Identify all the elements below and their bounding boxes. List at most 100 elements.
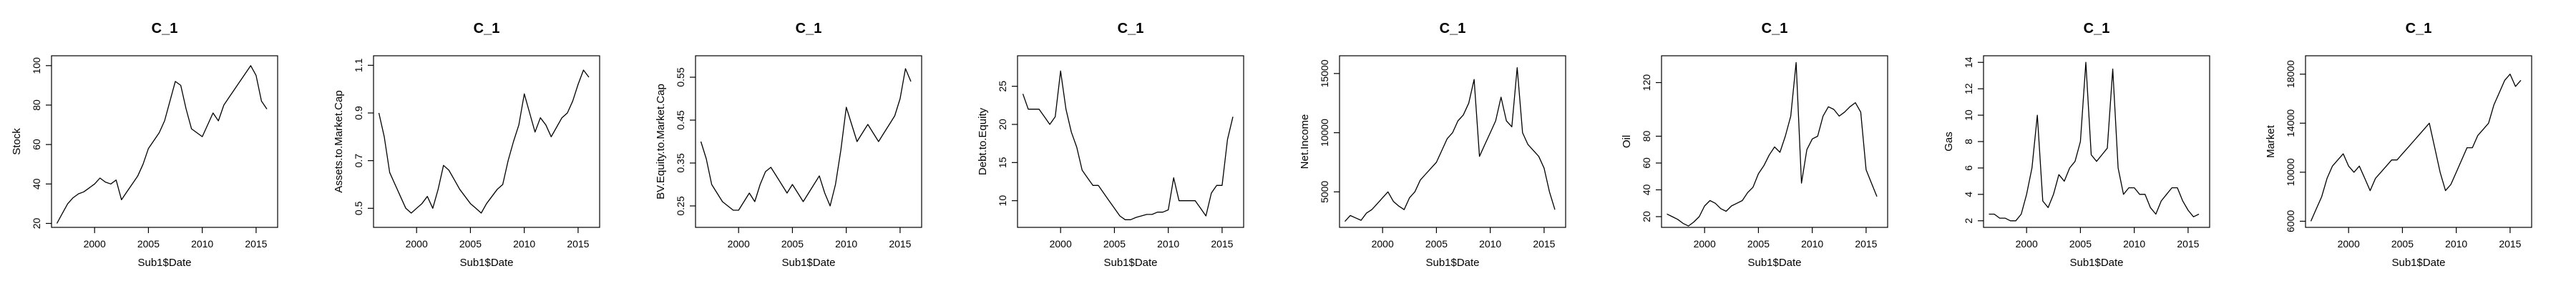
x-tick-label: 2005 [2391,238,2414,250]
x-axis-label: Sub1$Date [459,257,513,269]
x-axis-label: Sub1$Date [2391,257,2445,269]
y-tick-label: 10000 [1319,119,1330,147]
x-tick-label: 2015 [889,238,911,250]
y-tick-label: 18000 [2285,60,2296,88]
y-tick-label: 1.1 [353,58,364,72]
x-tick-label: 2000 [728,238,750,250]
x-tick-label: 2000 [84,238,106,250]
y-tick-label: 0.45 [675,110,686,129]
y-axis-label: Net.Income [1299,114,1311,169]
x-tick-label: 2005 [137,238,160,250]
y-tick-label: 25 [997,81,1008,92]
y-tick-label: 15 [997,157,1008,168]
y-tick-label: 0.35 [675,153,686,172]
chart-panel-2: C_1 2000 2005 2010 2015 0.5 0.7 0.9 1.1 Sub1$Date… [333,21,600,269]
plot-frame [1339,55,1566,228]
chart-panel-4: C_1 2000 2005 2010 2015 10 15 20 25 Sub1$Date Debt… [977,21,1244,269]
y-tick-label: 12 [1963,83,1974,94]
y-tick-label: 5000 [1319,181,1330,203]
plot-frame [2305,55,2532,228]
y-tick-label: 0.7 [353,154,364,168]
series-line [56,65,268,224]
y-tick-label: 8 [1963,139,1974,144]
x-tick-label: 2010 [513,238,535,250]
x-tick-label: 2005 [459,238,482,250]
plot-frame [51,55,278,228]
x-tick-label: 2000 [2016,238,2038,250]
y-axis-label: Stock [11,128,23,155]
x-tick-label: 2015 [1533,238,1555,250]
y-tick-label: 20 [997,119,1008,130]
x-axis-label: Sub1$Date [137,257,191,269]
y-tick-label: 4 [1963,192,1974,197]
chart-panel-7: C_1 2000 2005 2010 2015 2 4 6 8 10 12 14 Sub1$Date Ga… [1943,21,2210,269]
x-axis-label: Sub1$Date [781,257,835,269]
plot-frame [695,55,922,228]
y-tick-label: 120 [1641,74,1652,92]
x-tick-label: 2000 [1372,238,1394,250]
x-tick-label: 2000 [1694,238,1716,250]
y-tick-label: 14 [1963,56,1974,68]
plot-frame [1017,55,1244,228]
plot-frame [373,55,600,228]
chart-title: C_1 [1440,21,1466,36]
y-tick-label: 80 [1641,131,1652,142]
chart-title: C_1 [1118,21,1144,36]
x-tick-label: 2005 [781,238,804,250]
x-tick-label: 2015 [567,238,589,250]
series-line [378,69,590,214]
y-axis-label: Gas [1943,132,1955,152]
plot-frame [1661,55,1888,228]
x-tick-label: 2000 [2338,238,2360,250]
chart-panel-5: C_1 2000 2005 2010 2015 5000 10000 15000 Sub1$Da… [1299,21,1566,269]
chart-panel-3: C_1 2000 2005 2010 2015 0.25 0.35 0.45 0.55 Sub1$… [655,21,922,269]
y-tick-label: 10000 [2285,158,2296,186]
x-tick-label: 2010 [2123,238,2145,250]
x-axis-label: Sub1$Date [1425,257,1479,269]
y-tick-label: 40 [31,178,42,189]
chart-title: C_1 [152,21,178,36]
y-tick-label: 40 [1641,184,1652,196]
x-tick-label: 2005 [1103,238,1126,250]
x-tick-label: 2000 [406,238,428,250]
y-tick-label: 2 [1963,218,1974,224]
y-tick-label: 14000 [2285,109,2296,137]
y-tick-label: 6000 [2285,210,2296,232]
x-tick-label: 2005 [1425,238,1448,250]
x-tick-label: 2015 [1855,238,1877,250]
x-tick-label: 2000 [1050,238,1072,250]
y-tick-label: 100 [31,57,42,74]
x-tick-label: 2005 [2069,238,2092,250]
series-line [1022,70,1234,220]
y-tick-label: 60 [1641,157,1652,169]
series-line [1989,61,2200,222]
series-line [1667,61,1878,227]
x-tick-label: 2010 [835,238,857,250]
x-tick-label: 2010 [1157,238,1179,250]
chart-title: C_1 [796,21,822,36]
y-axis-label: Assets.to.Market.Cap [333,90,345,192]
x-tick-label: 2015 [1211,238,1233,250]
series-line [700,68,912,211]
chart-title: C_1 [474,21,500,36]
x-tick-label: 2010 [191,238,213,250]
series-line [2310,74,2522,222]
x-axis-label: Sub1$Date [2069,257,2123,269]
x-tick-label: 2010 [1801,238,1823,250]
plot-frame [1983,55,2210,228]
series-line [1345,66,1556,222]
y-tick-label: 20 [1641,211,1652,222]
x-tick-label: 2010 [1479,238,1501,250]
x-axis-label: Sub1$Date [1747,257,1801,269]
y-tick-label: 0.55 [675,67,686,87]
x-tick-label: 2015 [2499,238,2521,250]
y-tick-label: 80 [31,99,42,111]
x-tick-label: 2015 [245,238,267,250]
y-axis-label: Oil [1621,135,1633,148]
x-tick-label: 2010 [2445,238,2467,250]
chart-title: C_1 [1762,21,1788,36]
y-axis-label: Market [2265,124,2277,158]
x-tick-label: 2005 [1747,238,1770,250]
x-axis-label: Sub1$Date [1103,257,1157,269]
